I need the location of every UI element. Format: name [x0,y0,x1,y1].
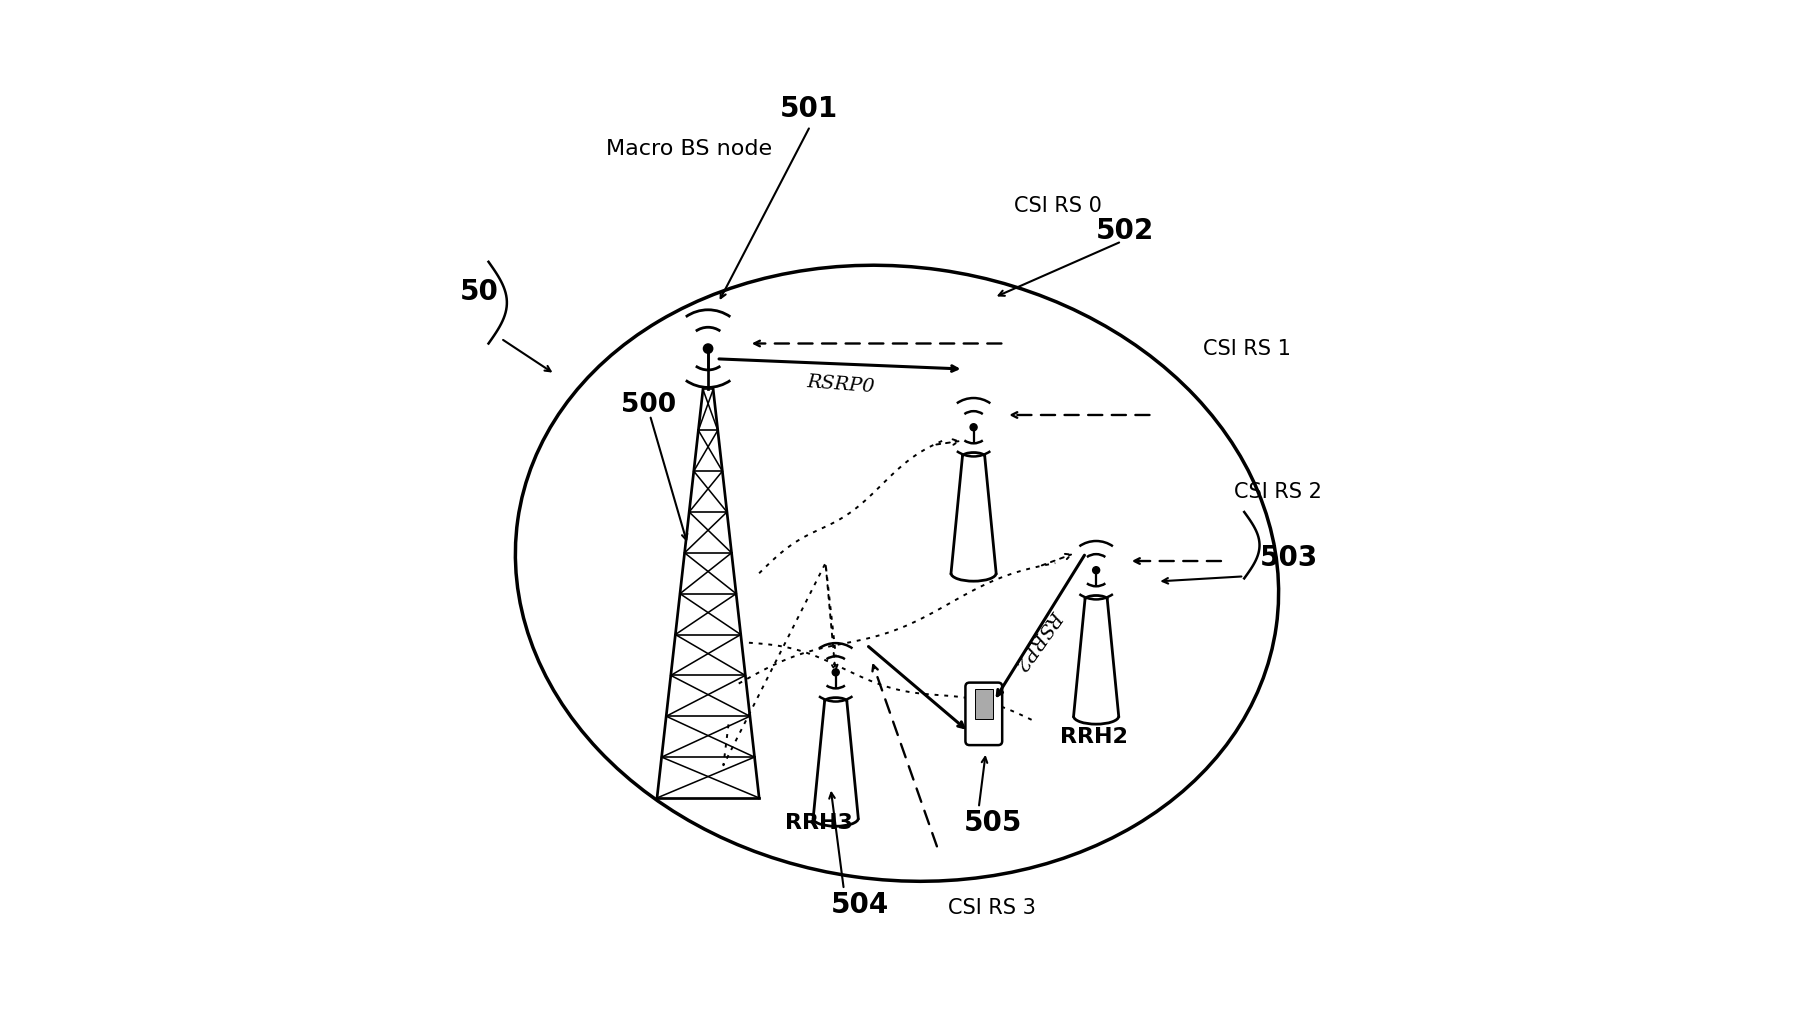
Text: CSI RS 0: CSI RS 0 [1014,196,1102,216]
Text: RRH3: RRH3 [784,813,852,834]
Text: 500: 500 [621,392,676,418]
FancyBboxPatch shape [965,683,1003,745]
Text: 504: 504 [831,891,888,920]
Text: 505: 505 [963,810,1023,838]
Text: Macro BS node: Macro BS node [606,139,771,160]
Text: RRH2: RRH2 [1060,727,1128,746]
Bar [974,689,994,719]
Text: 502: 502 [1096,217,1154,245]
Circle shape [832,669,840,676]
Text: CSI RS 3: CSI RS 3 [947,898,1035,919]
Text: RSRP0: RSRP0 [806,373,875,396]
Text: CSI RS 1: CSI RS 1 [1204,339,1292,358]
Text: 50: 50 [459,279,499,306]
Text: RSRP2: RSRP2 [1010,606,1066,673]
Text: CSI RS 2: CSI RS 2 [1234,481,1322,502]
Text: 501: 501 [780,94,838,123]
Circle shape [971,424,978,431]
Circle shape [1093,566,1100,573]
Circle shape [703,344,712,353]
Text: 503: 503 [1259,544,1319,572]
